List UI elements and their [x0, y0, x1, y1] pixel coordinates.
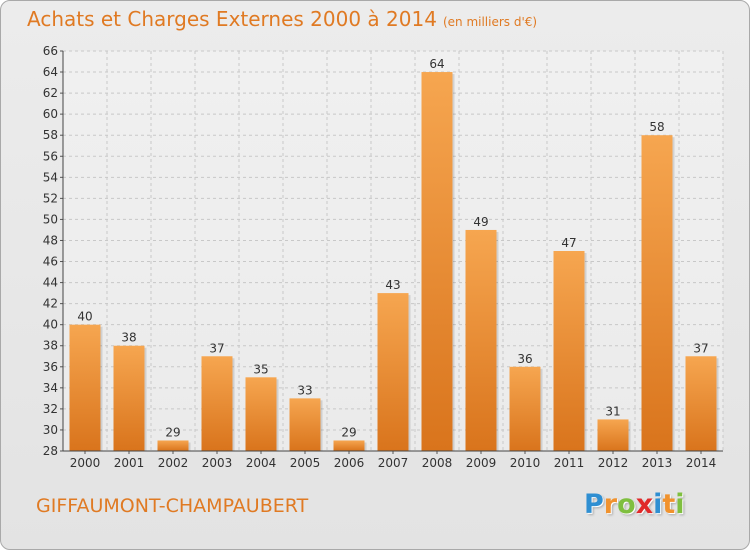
x-tick-label-2003: 2003 [202, 456, 233, 470]
logo-letter: i [675, 489, 685, 520]
x-tick-label-2010: 2010 [510, 456, 541, 470]
y-tick-label: 42 [43, 297, 58, 311]
y-tick-label: 62 [43, 86, 58, 100]
logo-letter: i [653, 489, 663, 520]
bar-2009 [465, 229, 497, 451]
value-label-2014: 37 [693, 341, 708, 355]
value-label-2011: 47 [561, 236, 576, 250]
value-label-2009: 49 [473, 215, 488, 229]
x-tick-label-2008: 2008 [422, 456, 453, 470]
y-tick-label: 40 [43, 318, 58, 332]
value-label-2005: 33 [297, 383, 312, 397]
y-tick-label: 36 [43, 360, 58, 374]
y-tick-label: 48 [43, 233, 58, 247]
bar-2000 [69, 324, 101, 451]
logo-letter: t [662, 489, 676, 520]
chart-title: Achats et Charges Externes 2000 à 2014 (e… [27, 7, 537, 31]
value-label-2003: 37 [209, 341, 224, 355]
logo-letter: x [635, 489, 654, 520]
value-label-2008: 64 [429, 57, 444, 71]
x-tick-label-2005: 2005 [290, 456, 321, 470]
bars: 40 38 29 37 35 33 29 43 64 49 36 47 31 58 37 [69, 57, 719, 452]
bar-2012 [597, 419, 629, 451]
x-tick-label-2002: 2002 [158, 456, 189, 470]
bar-2004 [245, 377, 277, 451]
y-tick-label: 58 [43, 128, 58, 142]
logo-letter: P [584, 489, 604, 520]
y-tick-label: 64 [43, 65, 58, 79]
value-label-2007: 43 [385, 278, 400, 292]
y-tick-label: 50 [43, 212, 58, 226]
bar-2002 [157, 440, 189, 451]
y-tick-label: 44 [43, 276, 58, 290]
value-label-2013: 58 [649, 120, 664, 134]
x-tick-label-2000: 2000 [70, 456, 101, 470]
y-tick-label: 28 [43, 444, 58, 458]
bar-2007 [377, 293, 409, 451]
y-tick-label: 46 [43, 255, 58, 269]
x-tick-label-2009: 2009 [466, 456, 497, 470]
y-tick-label: 60 [43, 107, 58, 121]
chart-title-text: Achats et Charges Externes 2000 à 2014 [27, 7, 437, 31]
y-tick-label: 56 [43, 149, 58, 163]
bar-2005 [289, 398, 321, 451]
bar-2001 [113, 345, 145, 451]
y-tick-label: 66 [43, 44, 58, 58]
bar-2010 [509, 366, 541, 451]
value-label-2002: 29 [165, 425, 180, 439]
bar-2006 [333, 440, 365, 451]
x-tick-label-2012: 2012 [598, 456, 629, 470]
proxiti-logo[interactable]: Proxiti [584, 489, 685, 520]
city-name: GIFFAUMONT-CHAMPAUBERT [36, 495, 309, 517]
bar-2003 [201, 356, 233, 451]
x-tick-label-2013: 2013 [642, 456, 673, 470]
y-tick-label: 38 [43, 339, 58, 353]
value-label-2000: 40 [77, 310, 92, 324]
x-tick-label-2007: 2007 [378, 456, 409, 470]
x-tick-label-2011: 2011 [554, 456, 585, 470]
bar-2014 [685, 356, 717, 451]
chart-unit: (en milliers d'€) [442, 15, 538, 29]
y-tick-label: 54 [43, 170, 58, 184]
value-label-2012: 31 [605, 404, 620, 418]
x-tick-label-2014: 2014 [686, 456, 717, 470]
y-tick-label: 32 [43, 402, 58, 416]
y-tick-label: 30 [43, 423, 58, 437]
x-tick-label-2006: 2006 [334, 456, 365, 470]
value-label-2001: 38 [121, 331, 136, 345]
x-tick-label-2001: 2001 [114, 456, 145, 470]
y-tick-label: 52 [43, 191, 58, 205]
bar-2013 [641, 135, 673, 452]
x-tick-label-2004: 2004 [246, 456, 277, 470]
y-tick-label: 34 [43, 381, 58, 395]
logo-letter: o [617, 489, 636, 520]
bar-2008 [421, 72, 453, 451]
bar-2011 [553, 251, 585, 451]
value-label-2004: 35 [253, 362, 268, 376]
value-label-2010: 36 [517, 352, 532, 366]
value-label-2006: 29 [341, 425, 356, 439]
axes: 28 30 32 34 36 38 40 42 44 46 48 50 52 54 56 58 60 62 64 66… [43, 44, 723, 470]
logo-letter: r [603, 489, 618, 520]
